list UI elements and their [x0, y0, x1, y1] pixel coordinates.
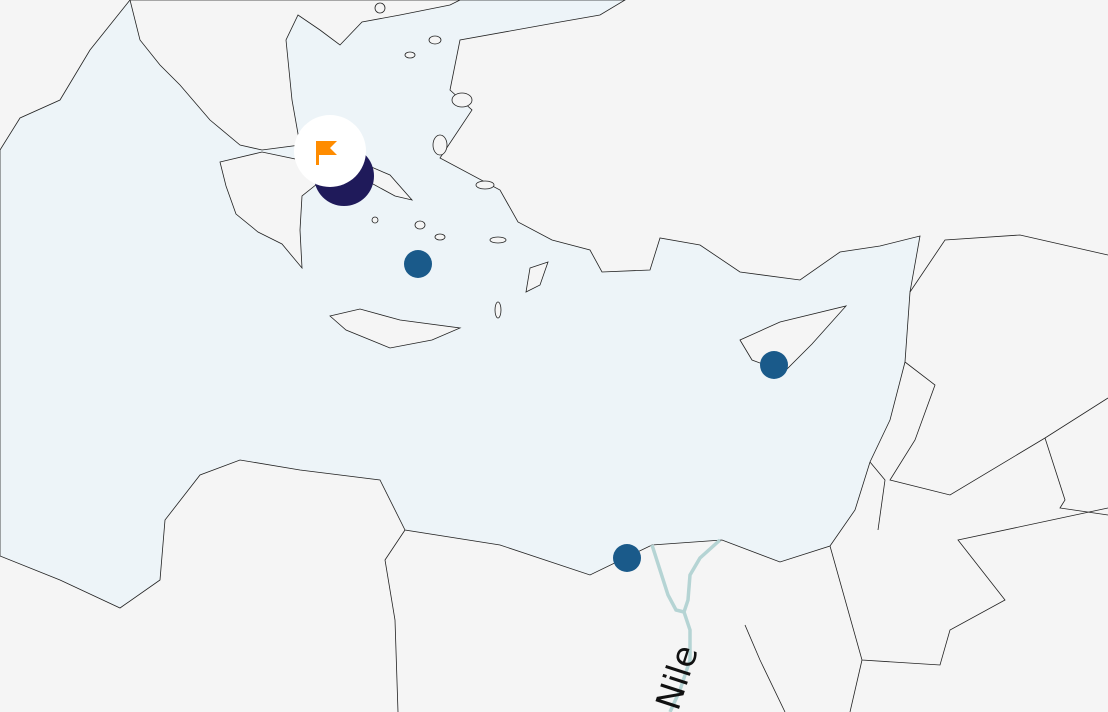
rhodes: [525, 261, 549, 293]
nile-river: [650, 538, 722, 712]
flag-icon: [316, 141, 337, 165]
flag-marker[interactable]: [294, 115, 366, 187]
sea: [0, 0, 921, 609]
peloponnese: [219, 151, 323, 270]
crete: [329, 308, 462, 349]
river-label-nile: Nile: [649, 640, 707, 712]
map-marker[interactable]: [404, 250, 432, 278]
greece-mainland: [129, 0, 461, 151]
islands: [371, 2, 507, 319]
map-marker[interactable]: [760, 351, 788, 379]
country-borders: [384, 234, 1108, 712]
map-marker[interactable]: [613, 544, 641, 572]
